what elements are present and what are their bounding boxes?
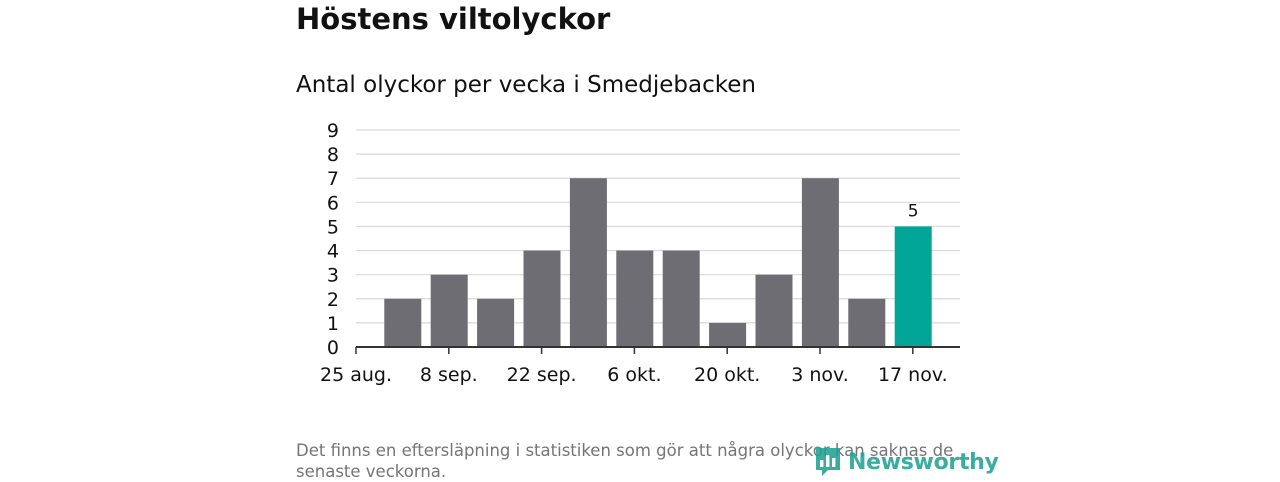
bar: [662, 250, 700, 347]
x-tick-label: 25 aug.: [320, 364, 392, 386]
y-tick-label: 9: [327, 120, 339, 142]
bar: [384, 298, 422, 347]
x-axis: [355, 346, 960, 354]
bars: [384, 178, 932, 347]
bar: [848, 298, 886, 347]
y-tick-label: 2: [327, 289, 339, 311]
y-tick-label: 0: [327, 337, 339, 359]
footnote: Det finns en eftersläpning i statistiken…: [296, 441, 954, 481]
y-tick-label: 6: [327, 192, 339, 214]
newsworthy-logo-icon: [816, 448, 840, 476]
y-tick-label: 8: [327, 144, 339, 166]
brand-name: Newsworthy: [848, 449, 999, 475]
bar: [477, 298, 515, 347]
bar: [709, 322, 747, 347]
chart-title: Höstens viltolyckor: [296, 2, 611, 36]
x-tick-label: 3 nov.: [791, 364, 849, 386]
bar: [430, 274, 468, 347]
y-tick-label: 4: [327, 241, 339, 263]
bar: [523, 250, 561, 347]
bar: [801, 178, 839, 347]
data-labels: 5: [908, 201, 919, 221]
data-label: 5: [908, 201, 919, 221]
x-tick-label: 22 sep.: [507, 364, 577, 386]
y-tick-label: 1: [327, 313, 339, 335]
y-tick-label: 3: [327, 265, 339, 287]
grid-lines: [356, 129, 960, 324]
bar: [755, 274, 793, 347]
x-tick-label: 8 sep.: [420, 364, 478, 386]
bar: [894, 226, 932, 347]
y-tick-label: 7: [327, 168, 339, 190]
chart-subtitle: Antal olyckor per vecka i Smedjebacken: [296, 72, 756, 98]
x-tick-labels: 25 aug. 8 sep. 22 sep. 6 okt. 20 okt. 3 nov. 1…: [320, 364, 948, 386]
bar: [569, 178, 607, 347]
y-tick-label: 5: [327, 216, 339, 238]
x-tick-label: 17 nov.: [878, 364, 948, 386]
brand-logo: Newsworthy: [814, 446, 999, 478]
x-tick-label: 6 okt.: [607, 364, 661, 386]
x-tick-label: 20 okt.: [694, 364, 760, 386]
bar: [616, 250, 654, 347]
